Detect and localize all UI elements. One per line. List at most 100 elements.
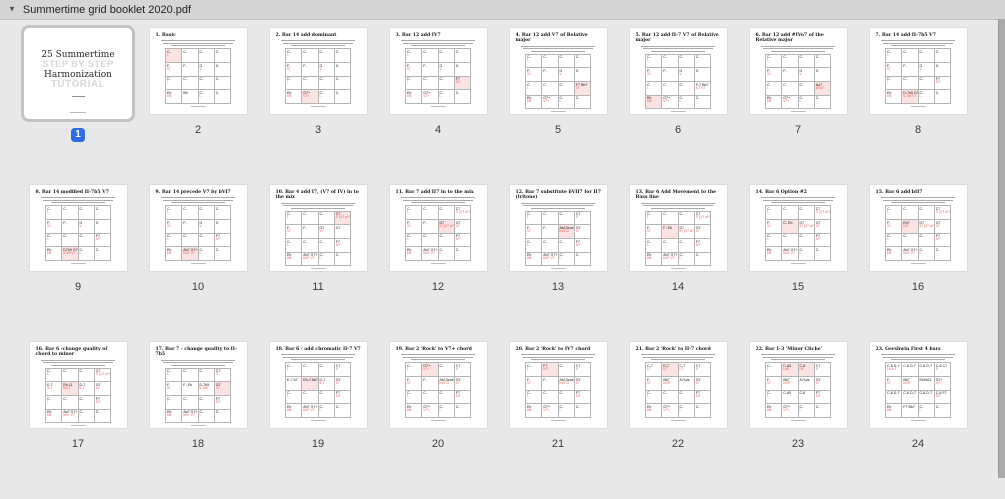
chord-symbol: C7 (935, 206, 941, 211)
chord-cell: C- (301, 48, 319, 64)
chord-cell: C- (437, 389, 455, 405)
disclosure-triangle-icon[interactable]: ▼ (8, 4, 16, 14)
chord-cell: C- I- (917, 246, 935, 262)
page-thumbnail[interactable]: 22. Bar 1-3 'Minor Cliche' C- I- C-#5 I-#5 C-… (738, 342, 858, 499)
page-thumbnail[interactable]: 13. Bar 6 Add Movement to the Bass line C… (618, 185, 738, 342)
chord-cell: F- (781, 67, 799, 82)
thumbnail-frame: 11. Bar 7 add II7 in to the mix C- I- C- C- C… (389, 185, 487, 271)
chord-symbol: F7 Bb7 (575, 82, 588, 87)
chord-cell: F- (541, 67, 559, 82)
roman-numeral-annotation: II-7 (319, 380, 325, 385)
page-thumbnail[interactable]: 1. Basic C- I- C- C- C- F- IV- F- G V G C- I- C- C- C- Eb… (138, 28, 258, 185)
page-preview: 17. Bar 7 - change quality to II-7b5 C- I-… (149, 342, 247, 428)
page-thumbnail[interactable]: 18. Bar 6 - add chromatic II-7 V7 C- I- C- C… (258, 342, 378, 499)
roman-numeral-annotation: IV7 (335, 242, 341, 247)
roman-numeral-annotation: bVII7 (783, 380, 791, 385)
roman-numeral-annotation: V7 (95, 386, 100, 391)
chord-symbol: C- (903, 234, 908, 239)
page-thumbnail[interactable]: 3. Bar 12 add IV7 C- I- C- C- C- F- IV- F- G V G C- I… (378, 28, 498, 185)
chord-symbol: Eb-11 (63, 382, 73, 387)
chord-symbol: Eb (287, 91, 292, 95)
chord-symbol: G (215, 63, 219, 68)
chord-symbol: C- (95, 206, 100, 211)
chord-symbol: G (335, 63, 339, 68)
page-thumbnail[interactable]: 10. Bar 4 add I7, (V7 of IV) in to the m… (258, 185, 378, 342)
chord-cell: E-7 A7 (284, 376, 303, 391)
paragraph-placeholder (641, 45, 715, 52)
chord-symbol: Eb (407, 91, 412, 95)
chord-symbol: C- (783, 55, 788, 60)
chord-symbol: C- (439, 206, 444, 211)
chord-symbol: C- (439, 248, 444, 252)
chord-cell: F- (541, 224, 559, 239)
chord-symbol: C- Eb (783, 220, 793, 225)
chord-symbol: F7 (335, 239, 340, 244)
chord-cell: F- Eb (181, 381, 199, 396)
chord-cell: C- I- (644, 238, 663, 253)
chord-symbol: C- (575, 405, 580, 409)
page-thumbnail[interactable]: 11. Bar 7 add II7 in to the mix C- I- C- C- C… (378, 185, 498, 342)
chord-symbol: C- (319, 212, 324, 217)
roman-numeral-annotation: V7+ (935, 380, 942, 385)
page-title: 20. Bar 2 'Rock' to IV7 chord (515, 347, 591, 352)
thumbnail-frame: 18. Bar 6 - add chromatic II-7 V7 C- I- C- C… (269, 342, 367, 428)
chord-cell: C- I- (557, 403, 575, 419)
paragraph-line (523, 48, 593, 50)
roman-numeral-annotation: V7 (695, 229, 700, 234)
chord-symbol: G (799, 68, 803, 73)
page-thumbnail[interactable]: 19. Bar 2 'Rock' to V7+ chord C- I- G7+ V7+ C… (378, 342, 498, 499)
page-thumbnail[interactable]: 2. Bar 14 add dominant C- I- C- C- C- F- IV- F- G… (258, 28, 378, 185)
page-thumbnail[interactable]: 7. Bar 14 add II-7b5 V7 C- I- C- C- C- F- IV- F-… (858, 28, 978, 185)
chord-cell: F- IV- (524, 376, 543, 391)
chord-cell: C- (677, 238, 695, 253)
page-thumbnail[interactable]: 17. Bar 7 - change quality to II-7b5 C- I-… (138, 342, 258, 499)
chord-cell: C- (213, 408, 232, 424)
paragraph-line (161, 197, 235, 199)
chord-cell: F- (421, 376, 439, 391)
page-thumbnail[interactable]: 9. Bar 14 precede V7 by bVI7 C- I- C- C- C- F-… (138, 185, 258, 342)
roman-numeral-annotation: bVI7 V7 (303, 256, 315, 261)
chord-cell: C- I- (317, 251, 335, 267)
chord-cell: Bb7 bVII7 (901, 376, 919, 391)
chord-cell: Eb7 bII7 (901, 219, 919, 234)
chord-cell: C- (197, 205, 215, 221)
chord-cell: C- (813, 403, 832, 419)
chord-symbol: C- (407, 391, 411, 396)
chord-cell: F7 IV7 (693, 238, 712, 253)
page-thumbnail[interactable]: 5. Bar 12 add II-7 V7 of Relative major C… (618, 28, 738, 185)
roman-numeral-annotation: I- (167, 399, 169, 404)
page-thumbnail[interactable]: 8. Bar 14 modified II-7b5 V7 C- I- C- C- C- F-… (18, 185, 138, 342)
page-thumbnail[interactable]: 25 Summertime STEP BY STEP Harmonization TU… (18, 25, 138, 185)
chord-symbol: D7b9 G7+ (63, 248, 78, 252)
chord-cell: C- (541, 389, 559, 405)
page-thumbnail[interactable]: 6. Bar 12 add #IVo7 of the Relative majo… (738, 28, 858, 185)
paragraph-line (651, 50, 705, 52)
chord-symbol: C- (543, 391, 548, 396)
page-thumbnail[interactable]: 12. Bar 7 substitute bVII7 for II7 (trit… (498, 185, 618, 342)
chord-cell: G (453, 62, 472, 77)
roman-numeral-annotation: IV- (767, 223, 771, 228)
roman-numeral-annotation: I- (167, 210, 169, 215)
page-footer-placeholder (550, 111, 566, 113)
page-thumbnail[interactable]: 21. Bar 2 'Rock' to II-7 chord C-7 I-7 D-7 I… (618, 342, 738, 499)
chord-symbol: Ab7 G7+ (663, 253, 678, 258)
page-thumbnail[interactable]: 20. Bar 2 'Rock' to IV7 chord C- I- F7 IV7 C-… (498, 342, 618, 499)
chord-cell: C- (333, 75, 352, 91)
chord-cell: C- (557, 53, 575, 69)
paragraph-line (291, 207, 345, 209)
chord-cell: C- (693, 53, 712, 69)
chord-cell: C- I- (44, 205, 63, 221)
chord-symbol: F- (167, 220, 171, 225)
page-thumbnail[interactable]: 23. Gershwin First 4 bars C-6 D-7 I-6 II-7… (858, 342, 978, 499)
chord-cell: F- IV- (164, 381, 183, 396)
scrollbar-track[interactable] (998, 19, 1005, 478)
page-title: 5. Bar 12 add II-7 V7 of Relative major (635, 33, 719, 44)
page-thumbnail[interactable]: 4. Bar 12 add V7 of Relative major C- I- C-… (498, 28, 618, 185)
chord-cell: F- IV- (884, 62, 903, 77)
page-thumbnail[interactable]: 16. Bar 6 -change quality of chord to mi… (18, 342, 138, 499)
chord-symbol: C- (183, 49, 188, 54)
paragraph-line (523, 205, 593, 207)
